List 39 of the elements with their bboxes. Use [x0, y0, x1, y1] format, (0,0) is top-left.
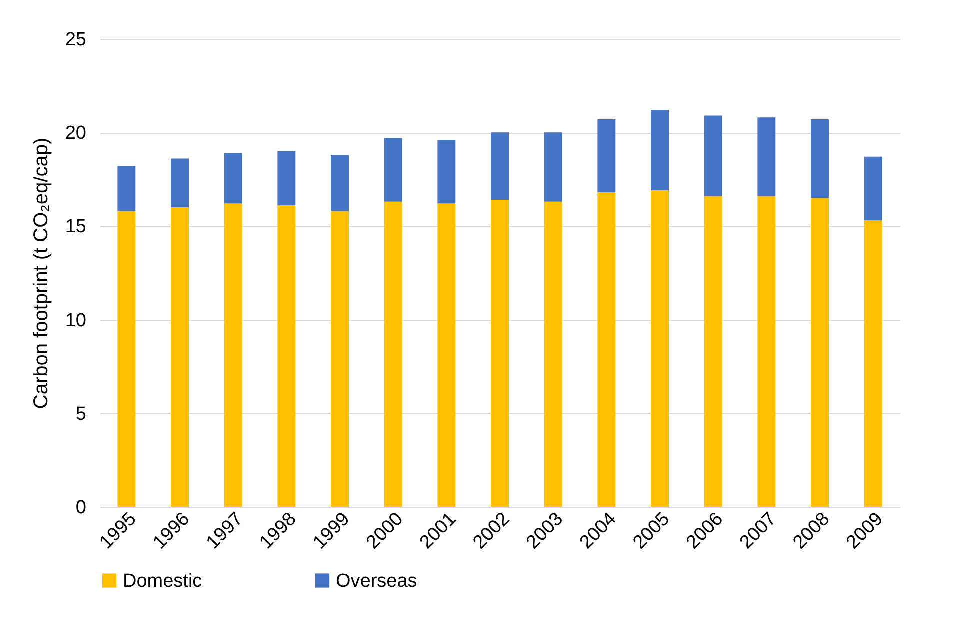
bar [598, 119, 616, 193]
bar [278, 206, 296, 507]
bar [438, 140, 456, 204]
bar [118, 211, 136, 507]
y-tick-label: 10 [65, 310, 86, 332]
y-tick-label: 20 [65, 123, 86, 144]
bar [224, 153, 242, 204]
bar [118, 166, 136, 212]
bar [331, 155, 349, 212]
bar [331, 211, 349, 507]
y-tick-label: 5 [76, 404, 86, 425]
bar [704, 116, 722, 196]
bar [864, 156, 882, 221]
bar [864, 220, 882, 507]
bar [384, 138, 402, 202]
legend-label: Overseas [336, 570, 418, 592]
bar [811, 198, 829, 507]
bar [651, 110, 669, 191]
bar [651, 190, 669, 507]
bar [491, 200, 509, 507]
bar [758, 196, 776, 507]
bar [171, 207, 189, 507]
bar [544, 202, 562, 507]
y-tick-label: 0 [76, 498, 86, 518]
y-axis-title: Carbon footprint (t CO₂eq/cap) [30, 138, 52, 410]
bar [278, 151, 296, 206]
bar [598, 192, 616, 507]
bar [491, 132, 509, 200]
bar [811, 119, 829, 198]
y-tick-label: 25 [65, 30, 86, 50]
bar [704, 196, 722, 507]
bar [544, 132, 562, 202]
bar [758, 118, 776, 196]
y-tick-label: 15 [65, 216, 86, 238]
bar [384, 202, 402, 507]
bar [224, 204, 242, 507]
bar [171, 158, 189, 208]
legend-label: Domestic [123, 570, 202, 592]
bar [438, 204, 456, 507]
